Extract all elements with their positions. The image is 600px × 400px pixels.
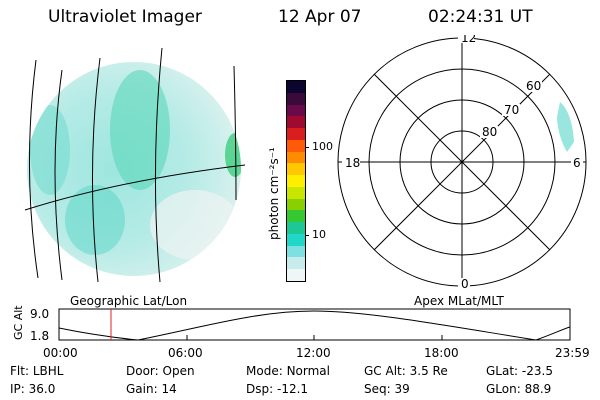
instrument-title: Ultraviolet Imager — [48, 7, 202, 27]
colorbar-tick-label-100: 100 — [312, 140, 333, 153]
left-panel-caption: Geographic Lat/Lon — [70, 294, 188, 308]
lat-lon-grid — [24, 47, 246, 283]
mlt-label-bg — [571, 156, 583, 168]
altitude-xtick-label: 00:00 — [43, 346, 78, 360]
polar-plot: 12 0 18 6 60 70 80 — [337, 35, 587, 291]
polar-diagonal — [373, 73, 551, 251]
lat-label-60: 60 — [526, 79, 541, 93]
lat-label-bg — [480, 126, 498, 138]
altitude-xtick-label: 06:00 — [168, 346, 203, 360]
status-seq: Seq: 39 — [364, 382, 410, 396]
emission-patch — [30, 105, 70, 195]
status-flt: Flt: LBHL — [10, 364, 64, 378]
colorbar-tick-100 — [305, 147, 309, 148]
status-door: Door: Open — [126, 364, 195, 378]
mlt-label-bottom: 0 — [461, 277, 469, 291]
lat-label-bg — [524, 80, 542, 92]
polar-emission — [557, 102, 574, 152]
altitude-xtick-label: 23:59 — [555, 346, 590, 360]
mlt-label-top: 12 — [461, 35, 476, 45]
status-gain: Gain: 14 — [126, 382, 177, 396]
colorbar-unit-label: photon cm⁻²s⁻¹ — [267, 147, 281, 240]
dim-region — [150, 190, 240, 260]
colorbar-tick-10 — [305, 235, 309, 236]
status-glat: GLat: -23.5 — [486, 364, 553, 378]
altitude-xtick-label: 18:00 — [424, 346, 459, 360]
lat-label-bg — [502, 104, 520, 116]
status-glon: GLon: 88.9 — [486, 382, 552, 396]
geographic-image — [24, 47, 246, 283]
emission-edge — [225, 133, 241, 177]
lat-label-70: 70 — [504, 103, 519, 117]
color-bar — [286, 80, 306, 282]
observation-time: 02:24:31 UT — [428, 7, 533, 27]
altitude-ylabel: GC Alt — [12, 305, 25, 340]
mlt-label-bg — [458, 278, 470, 289]
emission-band — [110, 70, 170, 190]
lat-label-80: 80 — [482, 125, 497, 139]
emission-patch — [65, 185, 125, 255]
altitude-xtick-label: 12:00 — [296, 346, 331, 360]
status-ip: IP: 36.0 — [10, 382, 56, 396]
altitude-ytick-max: 9.0 — [30, 307, 50, 321]
status-mode: Mode: Normal — [246, 364, 330, 378]
right-panel-caption: Apex MLat/MLT — [414, 294, 504, 308]
mlt-label-left: 18 — [345, 156, 360, 170]
colorbar-tick-label-10: 10 — [312, 228, 326, 241]
mlt-label-bg — [458, 35, 474, 43]
altitude-plot — [58, 308, 571, 341]
status-gc-alt: GC Alt: 3.5 Re — [364, 364, 448, 378]
observation-date: 12 Apr 07 — [278, 7, 362, 27]
status-dsp: Dsp: -12.1 — [246, 382, 309, 396]
altitude-ytick-min: 1.8 — [30, 329, 50, 343]
altitude-curve — [58, 310, 571, 341]
mlt-label-right: 6 — [573, 156, 581, 170]
mlt-label-bg — [342, 156, 360, 168]
